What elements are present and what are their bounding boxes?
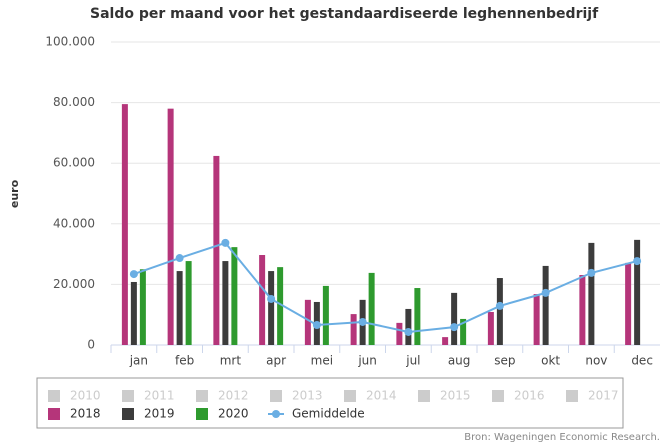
legend-label[interactable]: 2016 (514, 389, 545, 403)
source: Bron: Wageningen Economic Research. (464, 432, 660, 443)
legend-label[interactable]: 2017 (588, 389, 619, 403)
y-tick-label: 0 (87, 338, 95, 352)
legend-swatch[interactable] (122, 408, 134, 420)
bar (176, 271, 183, 345)
bar (130, 281, 137, 345)
bar (185, 261, 192, 345)
bar (259, 255, 266, 345)
legend-swatch[interactable] (196, 408, 208, 420)
average-point (175, 254, 184, 263)
average-point (404, 327, 413, 336)
legend-swatch[interactable] (122, 390, 134, 402)
y-tick-label: 100.000 (45, 35, 95, 49)
bar (139, 269, 146, 345)
bar (487, 311, 494, 345)
legend-box (36, 377, 624, 429)
x-tick-label: mrt (220, 354, 242, 368)
bar (625, 262, 632, 345)
legend-label[interactable]: 2020 (218, 407, 249, 421)
bar (460, 318, 467, 345)
average-point (633, 257, 642, 266)
legend-swatch[interactable] (48, 408, 60, 420)
x-tick-label: mei (311, 354, 333, 368)
legend-swatch[interactable] (196, 390, 208, 402)
legend-label[interactable]: 2010 (70, 389, 101, 403)
average-point (450, 323, 459, 332)
bar (579, 275, 586, 345)
bar (277, 267, 284, 345)
chart-title: Saldo per maand voor het gestandaardisee… (90, 6, 599, 22)
bar (368, 272, 375, 345)
y-axis-label: euro (8, 179, 21, 208)
legend-marker (272, 410, 280, 418)
legend-label[interactable]: 2012 (218, 389, 249, 403)
legend-label[interactable]: 2019 (144, 407, 175, 421)
legend-swatch[interactable] (48, 390, 60, 402)
average-point (221, 238, 230, 247)
x-tick-label: jul (405, 354, 420, 368)
bar (322, 285, 329, 345)
average-point (358, 317, 367, 326)
x-tick-label: jan (129, 354, 148, 368)
bar (350, 314, 357, 345)
x-tick-label: nov (585, 354, 607, 368)
legend-swatch[interactable] (344, 390, 356, 402)
bar (496, 278, 503, 345)
legend-label[interactable]: Gemiddelde (292, 407, 365, 421)
bar (542, 265, 549, 345)
bar (442, 337, 449, 345)
x-tick-label: jun (357, 354, 377, 368)
legend-swatch[interactable] (270, 390, 282, 402)
bar (405, 308, 412, 345)
x-tick-label: okt (541, 354, 560, 368)
x-tick-label: sep (494, 354, 515, 368)
average-point (495, 301, 504, 310)
legend-label[interactable]: 2018 (70, 407, 101, 421)
x-tick-label: apr (266, 354, 286, 368)
legend-swatch[interactable] (566, 390, 578, 402)
average-point (267, 294, 276, 303)
bar (396, 322, 403, 345)
bar (121, 104, 128, 346)
y-tick-label: 20.000 (53, 277, 95, 291)
bar (231, 247, 238, 345)
bar (588, 242, 595, 345)
average-point (587, 268, 596, 277)
average-point (312, 321, 321, 330)
bar (222, 261, 229, 345)
bar (167, 108, 174, 345)
y-tick-label: 80.000 (53, 95, 95, 109)
legend-swatch[interactable] (492, 390, 504, 402)
legend-label[interactable]: 2011 (144, 389, 175, 403)
legend-label[interactable]: 2015 (440, 389, 471, 403)
x-tick-label: dec (631, 354, 653, 368)
legend-swatch[interactable] (418, 390, 430, 402)
x-tick-label: aug (448, 354, 471, 368)
y-tick-label: 60.000 (53, 156, 95, 170)
bar (634, 239, 641, 345)
bar (533, 294, 540, 345)
bar (414, 288, 421, 345)
bar (213, 155, 220, 345)
x-tick-label: feb (175, 354, 194, 368)
bar (451, 292, 458, 345)
legend-label[interactable]: 2014 (366, 389, 397, 403)
average-line (133, 241, 638, 333)
legend-label[interactable]: 2013 (292, 389, 323, 403)
average-point (541, 288, 550, 297)
average-point (129, 270, 138, 279)
bar (304, 299, 311, 345)
bar (268, 271, 275, 345)
y-tick-label: 40.000 (53, 216, 95, 230)
